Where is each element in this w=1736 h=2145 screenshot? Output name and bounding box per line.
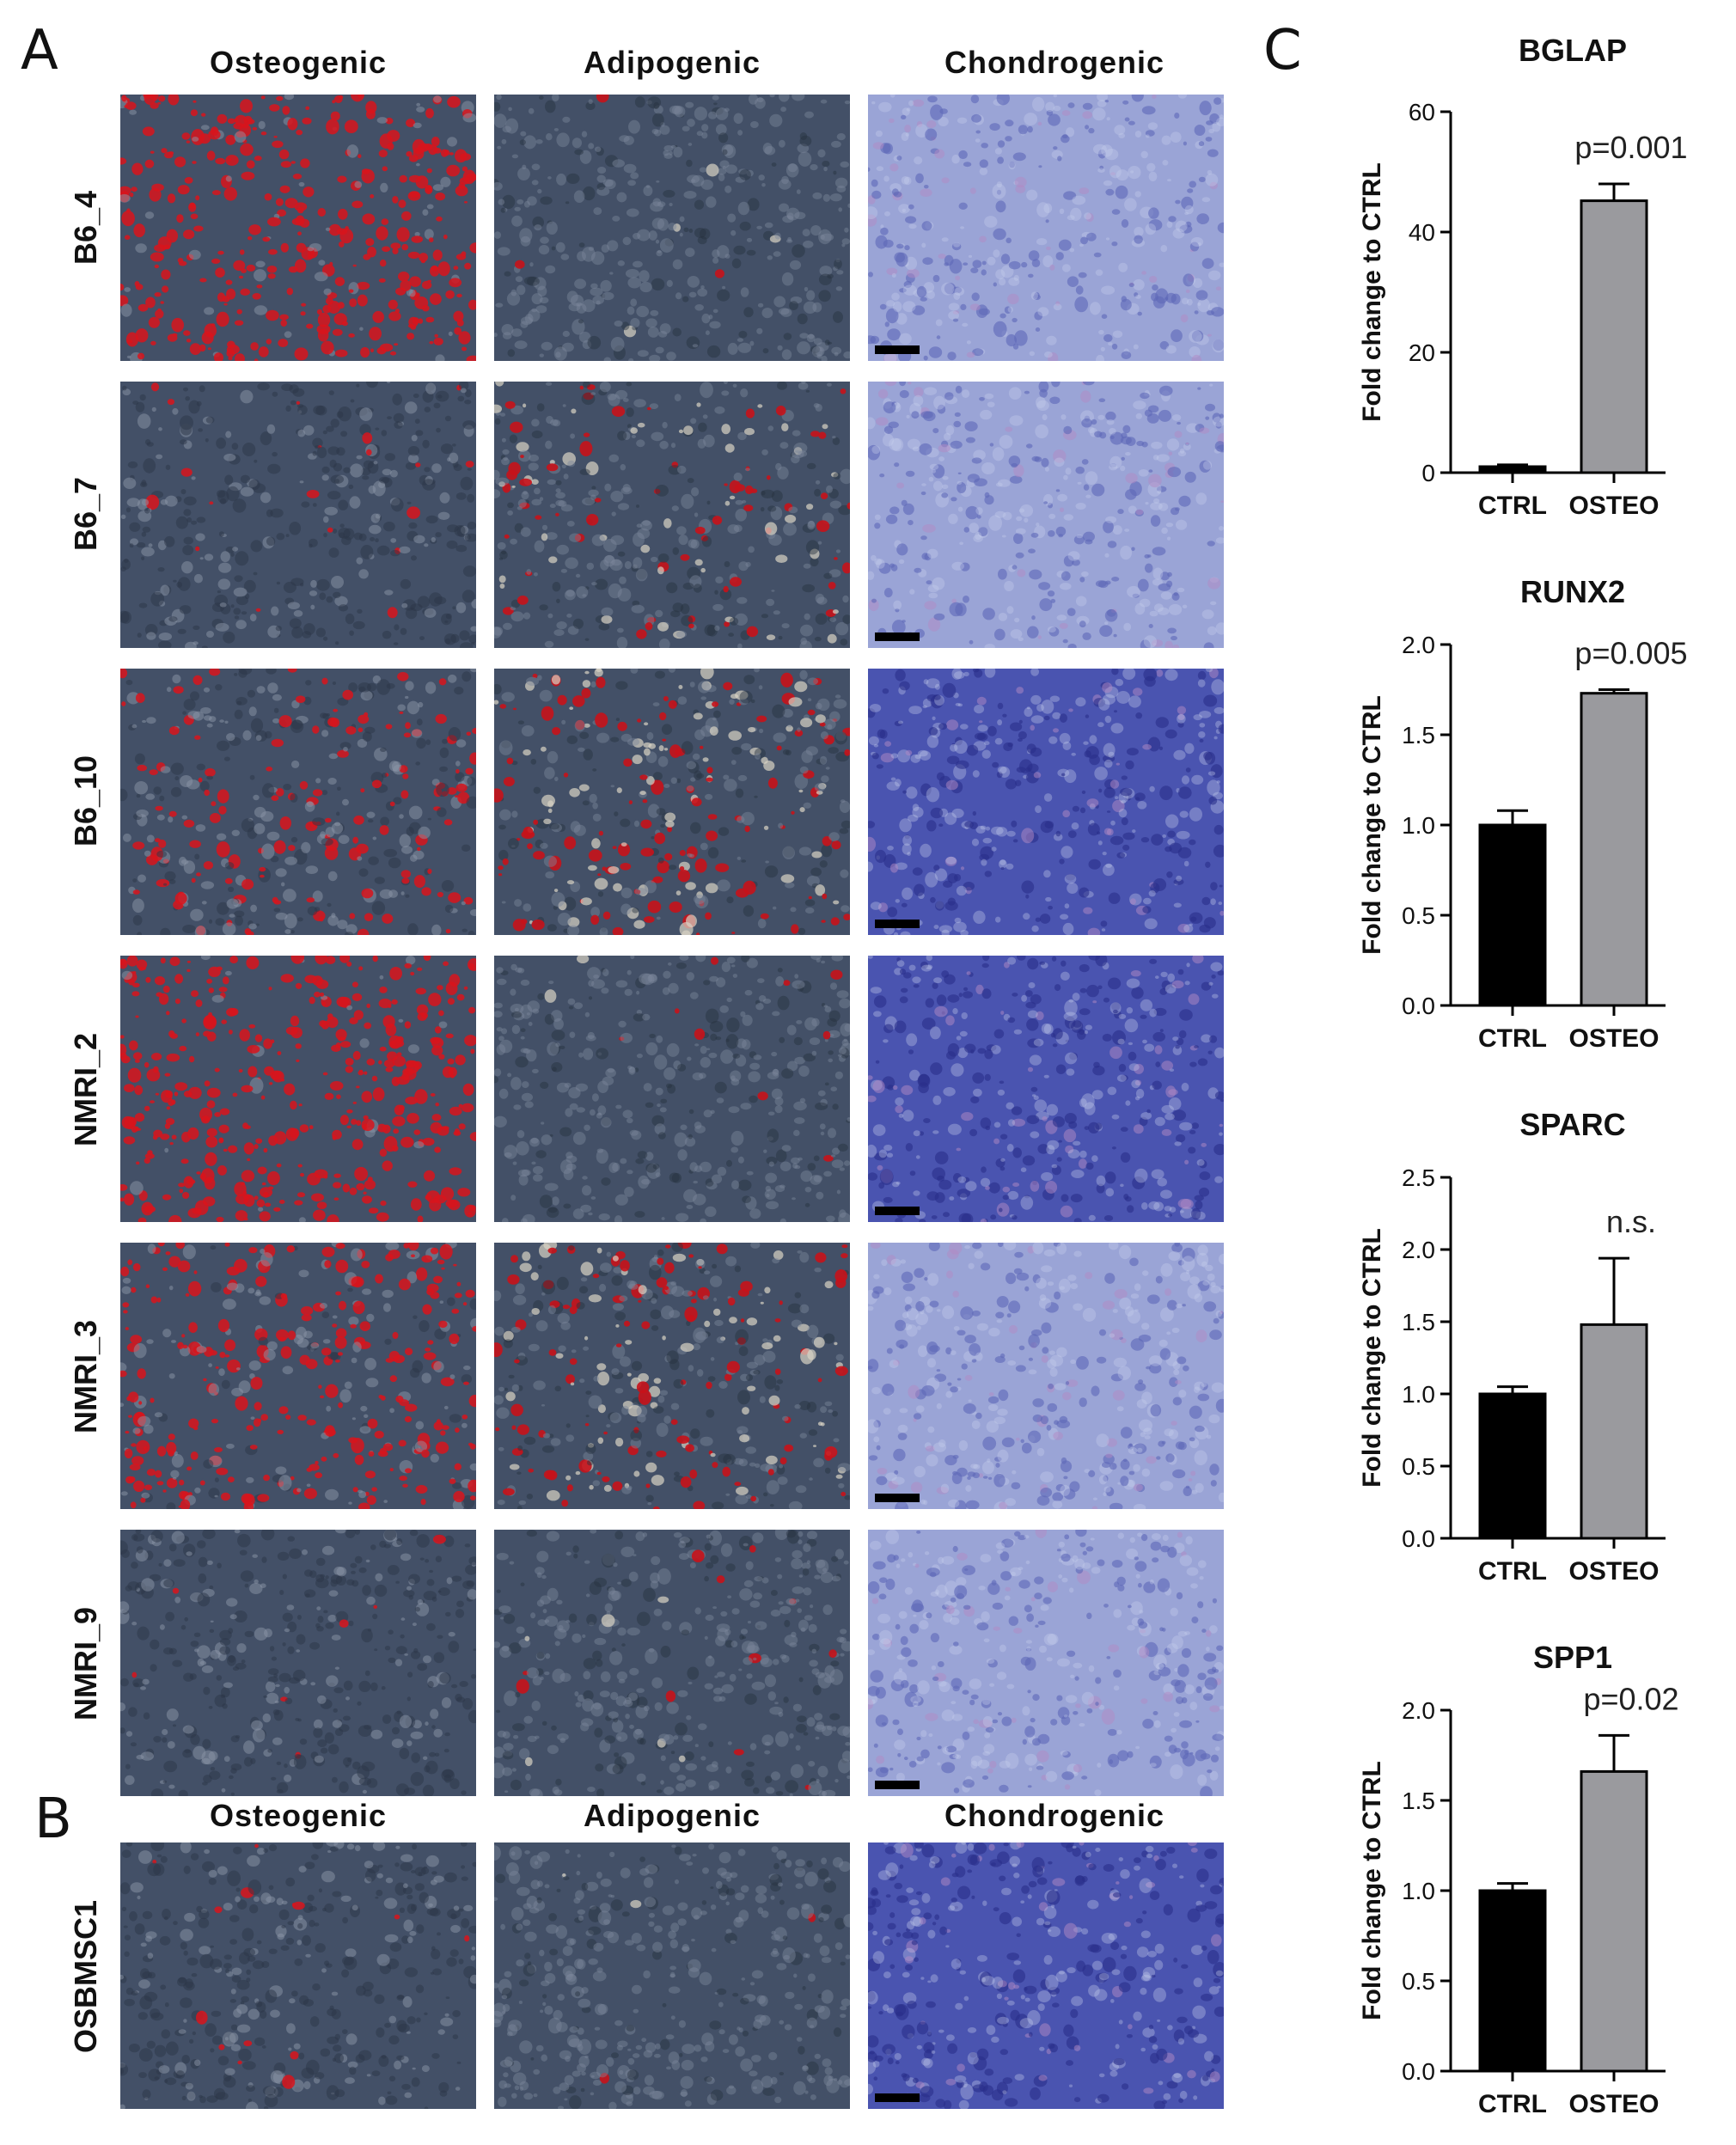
y-tick-label: 1.5 <box>1402 1788 1435 1814</box>
column-header-osteogenic-b: Osteogenic <box>209 1798 388 1833</box>
bar-osteo <box>1580 1769 1648 2073</box>
micrograph-image <box>494 95 850 361</box>
y-tick-label: 1.0 <box>1402 1878 1435 1904</box>
x-tick-label: CTRL <box>1478 2090 1547 2118</box>
micrograph-image <box>494 382 850 648</box>
y-tick-label: 1.0 <box>1402 812 1435 839</box>
micrograph-image <box>868 95 1224 361</box>
x-tick-label: OSTEO <box>1568 2090 1659 2118</box>
chart-title-runx2: RUNX2 <box>1519 574 1626 609</box>
y-tick-label: 1.0 <box>1402 1381 1435 1408</box>
significance-annotation: p=0.005 <box>1574 636 1687 671</box>
row-label-nmri-9: NMRI_9 <box>68 1606 103 1721</box>
y-tick-label: 1.5 <box>1402 1309 1435 1335</box>
micrograph-image <box>120 382 476 648</box>
y-tick-label: 0.5 <box>1402 1968 1435 1995</box>
y-tick-label: 1.5 <box>1402 722 1435 749</box>
chart-title-sparc: SPARC <box>1519 1107 1626 1142</box>
bar-osteo <box>1580 692 1648 1007</box>
row-label-osbmsc1: OSBMSC1 <box>68 1899 103 2054</box>
significance-annotation: p=0.001 <box>1574 130 1687 165</box>
micrograph-image <box>494 1243 850 1509</box>
significance-annotation: p=0.02 <box>1583 1684 1678 1716</box>
bar-osteo <box>1580 199 1648 474</box>
y-axis-label: Fold change to CTRL <box>1358 1228 1386 1488</box>
significance-annotation: n.s. <box>1606 1204 1656 1239</box>
chart-title-bglap: BGLAP <box>1519 33 1627 68</box>
micrograph-image <box>120 1530 476 1796</box>
y-axis-label: Fold change to CTRL <box>1358 162 1386 422</box>
x-tick-label: CTRL <box>1478 1024 1547 1053</box>
bar-chart-sparc: 0.0 0.5 1.0 1.5 2.0 2.5 Fold change to CTRL CTR… <box>1358 1164 1666 1586</box>
micrograph-image <box>494 956 850 1222</box>
x-tick-label: OSTEO <box>1568 1024 1659 1053</box>
y-tick-label: 0 <box>1421 460 1435 486</box>
micrograph-image <box>494 1842 850 2109</box>
y-tick-label: 20 <box>1409 339 1435 366</box>
y-tick-label: 0.0 <box>1402 1525 1435 1552</box>
bar-chart-runx2: 0.0 0.5 1.0 1.5 2.0 Fold change to CTRL CTRL OS… <box>1358 632 1688 1053</box>
bar-ctrl <box>1478 465 1547 474</box>
y-tick-label: 2.0 <box>1402 1697 1435 1724</box>
x-tick-label: CTRL <box>1478 492 1547 520</box>
x-tick-label: OSTEO <box>1568 1557 1659 1586</box>
row-label-nmri-2: NMRI_2 <box>68 1032 103 1147</box>
micrograph-image <box>120 95 476 361</box>
row-label-b6-4: B6_4 <box>68 190 103 266</box>
micrograph-image <box>494 669 850 935</box>
column-header-adipogenic-b: Adipogenic <box>584 1798 761 1833</box>
y-tick-label: 0.5 <box>1402 902 1435 929</box>
micrograph-image <box>494 1530 850 1796</box>
row-label-b6-10: B6_10 <box>68 755 103 847</box>
micrograph-image <box>120 1243 476 1509</box>
column-header-adipogenic: Adipogenic <box>584 45 761 80</box>
micrograph-image <box>868 956 1224 1222</box>
micrograph-image <box>868 1243 1224 1509</box>
column-header-chondrogenic-b: Chondrogenic <box>944 1798 1164 1833</box>
bar-ctrl <box>1478 1392 1547 1540</box>
bar-chart-spp1: 0.0 0.5 1.0 1.5 2.0 Fold change to CTRL CTRL OS… <box>1358 1684 1679 2118</box>
panel-label-b: B <box>34 1788 72 1851</box>
x-tick-label: OSTEO <box>1568 492 1659 520</box>
bar-ctrl <box>1478 1889 1547 2073</box>
column-header-osteogenic: Osteogenic <box>209 45 388 80</box>
bar-osteo <box>1580 1323 1648 1540</box>
micrograph-image <box>868 382 1224 648</box>
bar-ctrl <box>1478 823 1547 1007</box>
panel-label-a: A <box>21 19 58 82</box>
micrograph-image <box>120 956 476 1222</box>
micrograph-image <box>868 1530 1224 1796</box>
row-label-b6-7: B6_7 <box>68 476 103 552</box>
micrograph-image <box>868 669 1224 935</box>
row-label-nmri-3: NMRI_3 <box>68 1319 103 1434</box>
micrograph-image <box>120 669 476 935</box>
y-tick-label: 0.0 <box>1402 993 1435 1019</box>
y-tick-label: 2.5 <box>1402 1164 1435 1191</box>
y-tick-label: 0.5 <box>1402 1453 1435 1480</box>
y-tick-label: 0.0 <box>1402 2058 1435 2085</box>
y-tick-label: 40 <box>1409 219 1435 246</box>
y-tick-label: 2.0 <box>1402 632 1435 658</box>
panel-label-c: C <box>1263 19 1302 82</box>
y-tick-label: 2.0 <box>1402 1237 1435 1263</box>
y-axis-label: Fold change to CTRL <box>1358 695 1386 955</box>
column-header-chondrogenic: Chondrogenic <box>944 45 1164 80</box>
micrograph-image <box>120 1842 476 2109</box>
bar-chart-bglap: 0 20 40 60 Fold change to CTRL CTRL OSTEO p=0.0… <box>1358 99 1688 520</box>
x-tick-label: CTRL <box>1478 1557 1547 1586</box>
micrograph-image <box>868 1842 1224 2109</box>
y-axis-label: Fold change to CTRL <box>1358 1761 1386 2020</box>
chart-title-spp1: SPP1 <box>1532 1640 1613 1675</box>
y-tick-label: 60 <box>1409 99 1435 125</box>
